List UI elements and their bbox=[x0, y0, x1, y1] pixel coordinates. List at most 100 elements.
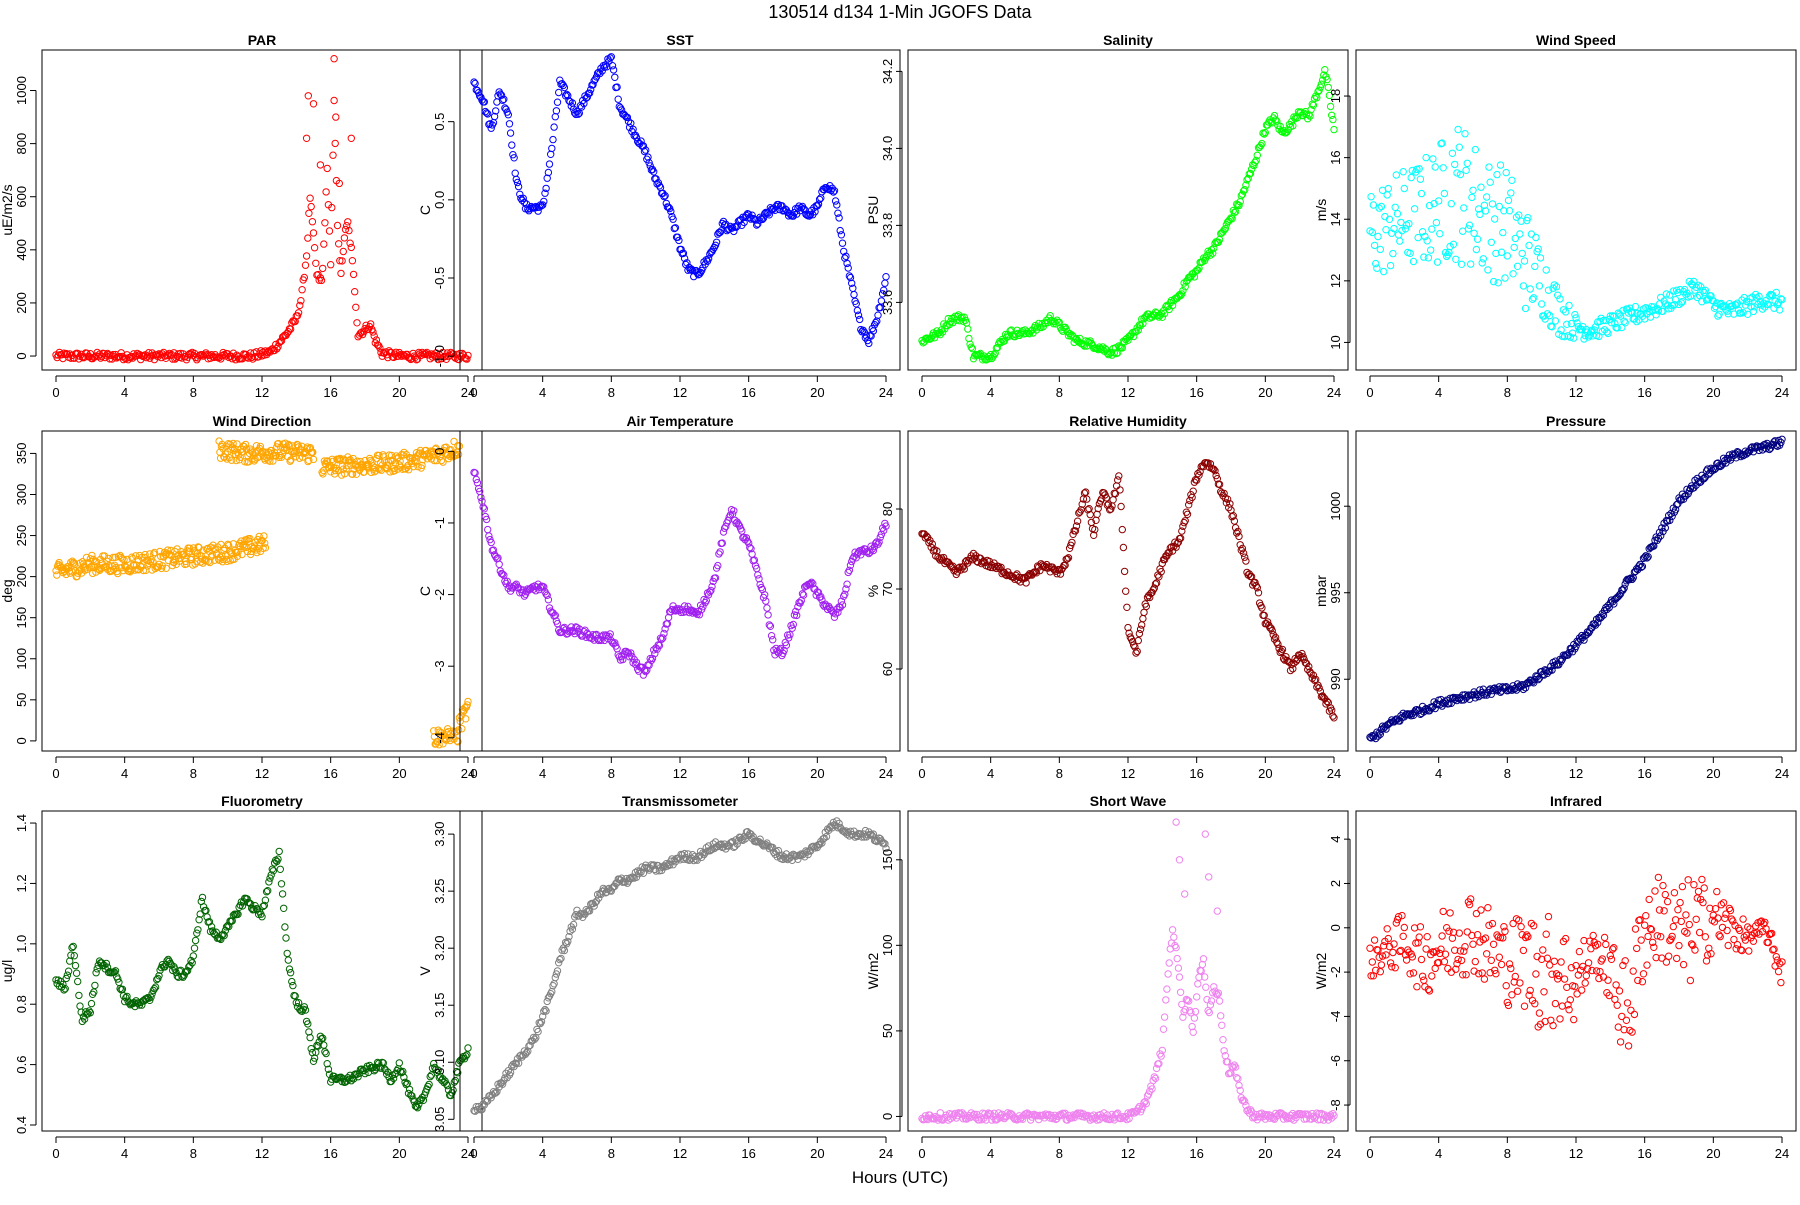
data-point bbox=[739, 213, 747, 222]
data-point bbox=[1513, 987, 1522, 995]
data-point bbox=[484, 525, 492, 534]
data-point bbox=[1206, 1001, 1215, 1009]
y-tick-label: 60 bbox=[880, 662, 895, 676]
data-point bbox=[1282, 653, 1290, 661]
data-point bbox=[1475, 205, 1483, 213]
data-point bbox=[278, 333, 287, 341]
data-point bbox=[1181, 517, 1189, 525]
data-point bbox=[360, 468, 368, 476]
x-tick-label: 4 bbox=[539, 385, 546, 400]
data-point bbox=[655, 641, 664, 650]
data-point bbox=[1063, 555, 1072, 563]
data-point bbox=[1486, 178, 1494, 186]
data-point bbox=[549, 609, 557, 617]
y-tick-label: 12 bbox=[1328, 274, 1343, 288]
data-point bbox=[92, 969, 100, 977]
data-point bbox=[642, 667, 650, 676]
data-point bbox=[1139, 614, 1147, 623]
data-point bbox=[1132, 328, 1140, 336]
data-point bbox=[260, 532, 268, 540]
data-point bbox=[862, 332, 871, 340]
data-point bbox=[699, 603, 707, 611]
data-point bbox=[1420, 976, 1428, 984]
data-point bbox=[622, 647, 630, 656]
data-point bbox=[1221, 225, 1230, 233]
data-point bbox=[843, 580, 851, 588]
x-tick-label: 0 bbox=[918, 385, 925, 400]
data-point bbox=[1467, 260, 1475, 268]
data-point bbox=[644, 153, 652, 161]
data-point bbox=[743, 537, 752, 545]
data-point bbox=[1478, 259, 1486, 267]
data-point bbox=[439, 348, 447, 357]
data-point bbox=[1744, 310, 1752, 318]
data-point bbox=[544, 168, 553, 177]
data-point bbox=[1615, 987, 1624, 995]
data-point bbox=[1314, 87, 1322, 96]
data-point bbox=[730, 507, 738, 515]
data-point bbox=[1377, 202, 1386, 211]
y-tick-label: 1.2 bbox=[14, 874, 29, 892]
data-point bbox=[551, 113, 559, 121]
data-point bbox=[609, 66, 618, 74]
data-point bbox=[305, 456, 313, 464]
data-point bbox=[333, 221, 342, 230]
data-point bbox=[1469, 940, 1477, 948]
y-tick-label: -8 bbox=[1328, 1099, 1343, 1111]
x-axis: 0 4 8 12 16 20 24 bbox=[918, 375, 1341, 400]
data-point bbox=[339, 247, 347, 256]
x-tick-label: 24 bbox=[1775, 1146, 1789, 1161]
data-point bbox=[513, 178, 522, 187]
y-tick-label: 2 bbox=[1328, 880, 1343, 887]
y-axis-label: C bbox=[417, 586, 433, 596]
data-point bbox=[247, 447, 255, 455]
data-point bbox=[1330, 125, 1338, 134]
data-point bbox=[335, 240, 343, 248]
data-point bbox=[1068, 538, 1076, 547]
data-point bbox=[67, 567, 76, 575]
data-point bbox=[309, 229, 318, 237]
y-tick-label: 0 bbox=[14, 352, 29, 359]
y-tick-label: -0.5 bbox=[432, 267, 447, 289]
data-point bbox=[1312, 92, 1320, 100]
data-point bbox=[1376, 730, 1385, 738]
data-point bbox=[375, 451, 383, 460]
data-point bbox=[1229, 512, 1238, 520]
data-point bbox=[1715, 310, 1723, 318]
data-point bbox=[109, 553, 117, 562]
data-point bbox=[1132, 649, 1140, 657]
x-tick-label: 12 bbox=[673, 766, 687, 781]
data-point bbox=[567, 623, 575, 631]
x-tick-label: 16 bbox=[323, 385, 337, 400]
panel-title: Wind Speed bbox=[1536, 32, 1616, 48]
data-point bbox=[1642, 912, 1650, 920]
y-tick-label: 0.8 bbox=[14, 995, 29, 1013]
x-tick-label: 16 bbox=[1637, 766, 1651, 781]
data-point bbox=[1315, 86, 1323, 95]
data-point bbox=[1598, 955, 1607, 963]
data-point bbox=[1202, 983, 1210, 991]
data-point bbox=[454, 738, 462, 746]
data-point bbox=[1603, 328, 1611, 336]
y-axis-label: m/s bbox=[1313, 199, 1329, 222]
y-tick-label: 0.0 bbox=[432, 191, 447, 209]
data-point bbox=[715, 550, 723, 558]
data-point bbox=[1258, 604, 1266, 612]
data-point bbox=[485, 532, 493, 540]
x-tick-label: 0 bbox=[52, 385, 59, 400]
data-point bbox=[835, 214, 843, 222]
data-point bbox=[1281, 656, 1289, 664]
data-point bbox=[696, 268, 705, 277]
data-point bbox=[545, 604, 554, 612]
data-point bbox=[1207, 246, 1216, 254]
data-point bbox=[1654, 873, 1663, 882]
data-point bbox=[1638, 978, 1647, 986]
data-point bbox=[714, 561, 722, 570]
plot-frame bbox=[907, 430, 1349, 752]
data-point bbox=[652, 175, 660, 183]
